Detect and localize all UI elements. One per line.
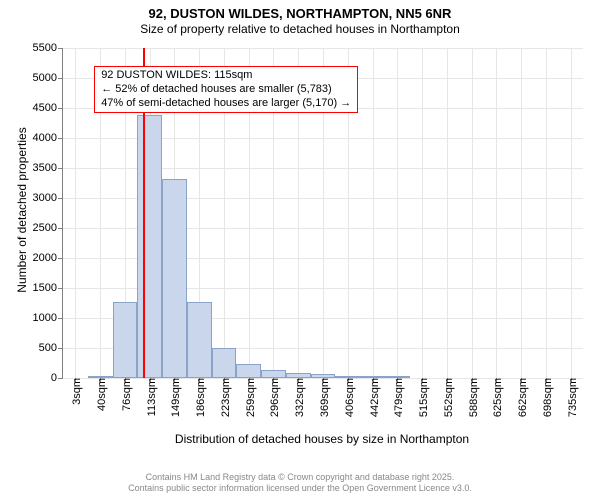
gridline-vertical	[447, 48, 448, 378]
xtick-label: 406sqm	[340, 378, 356, 417]
xtick-label: 259sqm	[241, 378, 257, 417]
xtick-label: 40sqm	[92, 378, 108, 411]
gridline-vertical	[496, 48, 497, 378]
ytick-label: 0	[51, 372, 63, 384]
xtick-label: 662sqm	[513, 378, 529, 417]
gridline-vertical	[397, 48, 398, 378]
ytick-label: 1000	[33, 312, 63, 324]
histogram-bar	[261, 370, 286, 378]
histogram-bar	[88, 376, 113, 378]
histogram-bar	[236, 364, 261, 378]
ytick-label: 5500	[33, 42, 63, 54]
xtick-label: 186sqm	[191, 378, 207, 417]
histogram-bar	[385, 376, 410, 378]
ytick-label: 2000	[33, 252, 63, 264]
chart-title: 92, DUSTON WILDES, NORTHAMPTON, NN5 6NR	[0, 0, 600, 22]
xtick-label: 735sqm	[563, 378, 579, 417]
ytick-label: 4000	[33, 132, 63, 144]
x-axis-label: Distribution of detached houses by size …	[62, 432, 582, 446]
xtick-label: 296sqm	[265, 378, 281, 417]
xtick-label: 149sqm	[166, 378, 182, 417]
histogram-bar	[212, 348, 237, 378]
xtick-label: 552sqm	[439, 378, 455, 417]
ytick-label: 500	[39, 342, 63, 354]
xtick-label: 588sqm	[464, 378, 480, 417]
chart-subtitle: Size of property relative to detached ho…	[0, 22, 600, 36]
xtick-label: 442sqm	[365, 378, 381, 417]
histogram-bar	[335, 376, 360, 378]
gridline-vertical	[75, 48, 76, 378]
ytick-label: 3000	[33, 192, 63, 204]
histogram-bar	[162, 179, 187, 378]
gridline-vertical	[571, 48, 572, 378]
xtick-label: 369sqm	[315, 378, 331, 417]
xtick-label: 515sqm	[414, 378, 430, 417]
histogram-bar	[360, 376, 385, 378]
plot-area: 0500100015002000250030003500400045005000…	[62, 48, 583, 379]
ytick-label: 4500	[33, 102, 63, 114]
xtick-label: 332sqm	[290, 378, 306, 417]
footer-line: Contains HM Land Registry data © Crown c…	[0, 472, 600, 483]
ytick-label: 5000	[33, 72, 63, 84]
histogram-bar	[311, 374, 336, 378]
gridline-vertical	[546, 48, 547, 378]
histogram-bar	[286, 373, 311, 378]
xtick-label: 223sqm	[216, 378, 232, 417]
annotation-line: 47% of semi-detached houses are larger (…	[101, 97, 351, 111]
xtick-label: 76sqm	[117, 378, 133, 411]
annotation-box: 92 DUSTON WILDES: 115sqm← 52% of detache…	[94, 66, 358, 113]
gridline-vertical	[521, 48, 522, 378]
gridline-vertical	[373, 48, 374, 378]
histogram-bar	[137, 115, 162, 378]
histogram-bar	[187, 302, 212, 378]
annotation-line: 92 DUSTON WILDES: 115sqm	[101, 69, 351, 83]
xtick-label: 479sqm	[389, 378, 405, 417]
xtick-label: 113sqm	[142, 378, 158, 416]
ytick-label: 1500	[33, 282, 63, 294]
annotation-line: ← 52% of detached houses are smaller (5,…	[101, 83, 351, 97]
xtick-label: 625sqm	[488, 378, 504, 417]
gridline-vertical	[472, 48, 473, 378]
xtick-label: 698sqm	[538, 378, 554, 417]
ytick-label: 2500	[33, 222, 63, 234]
ytick-label: 3500	[33, 162, 63, 174]
xtick-label: 3sqm	[67, 378, 83, 405]
footer-line: Contains public sector information licen…	[0, 483, 600, 494]
chart-container: 92, DUSTON WILDES, NORTHAMPTON, NN5 6NR …	[0, 0, 600, 500]
y-axis-label: Number of detached properties	[15, 110, 29, 310]
gridline-vertical	[422, 48, 423, 378]
histogram-bar	[113, 302, 138, 378]
chart-footer: Contains HM Land Registry data © Crown c…	[0, 472, 600, 494]
